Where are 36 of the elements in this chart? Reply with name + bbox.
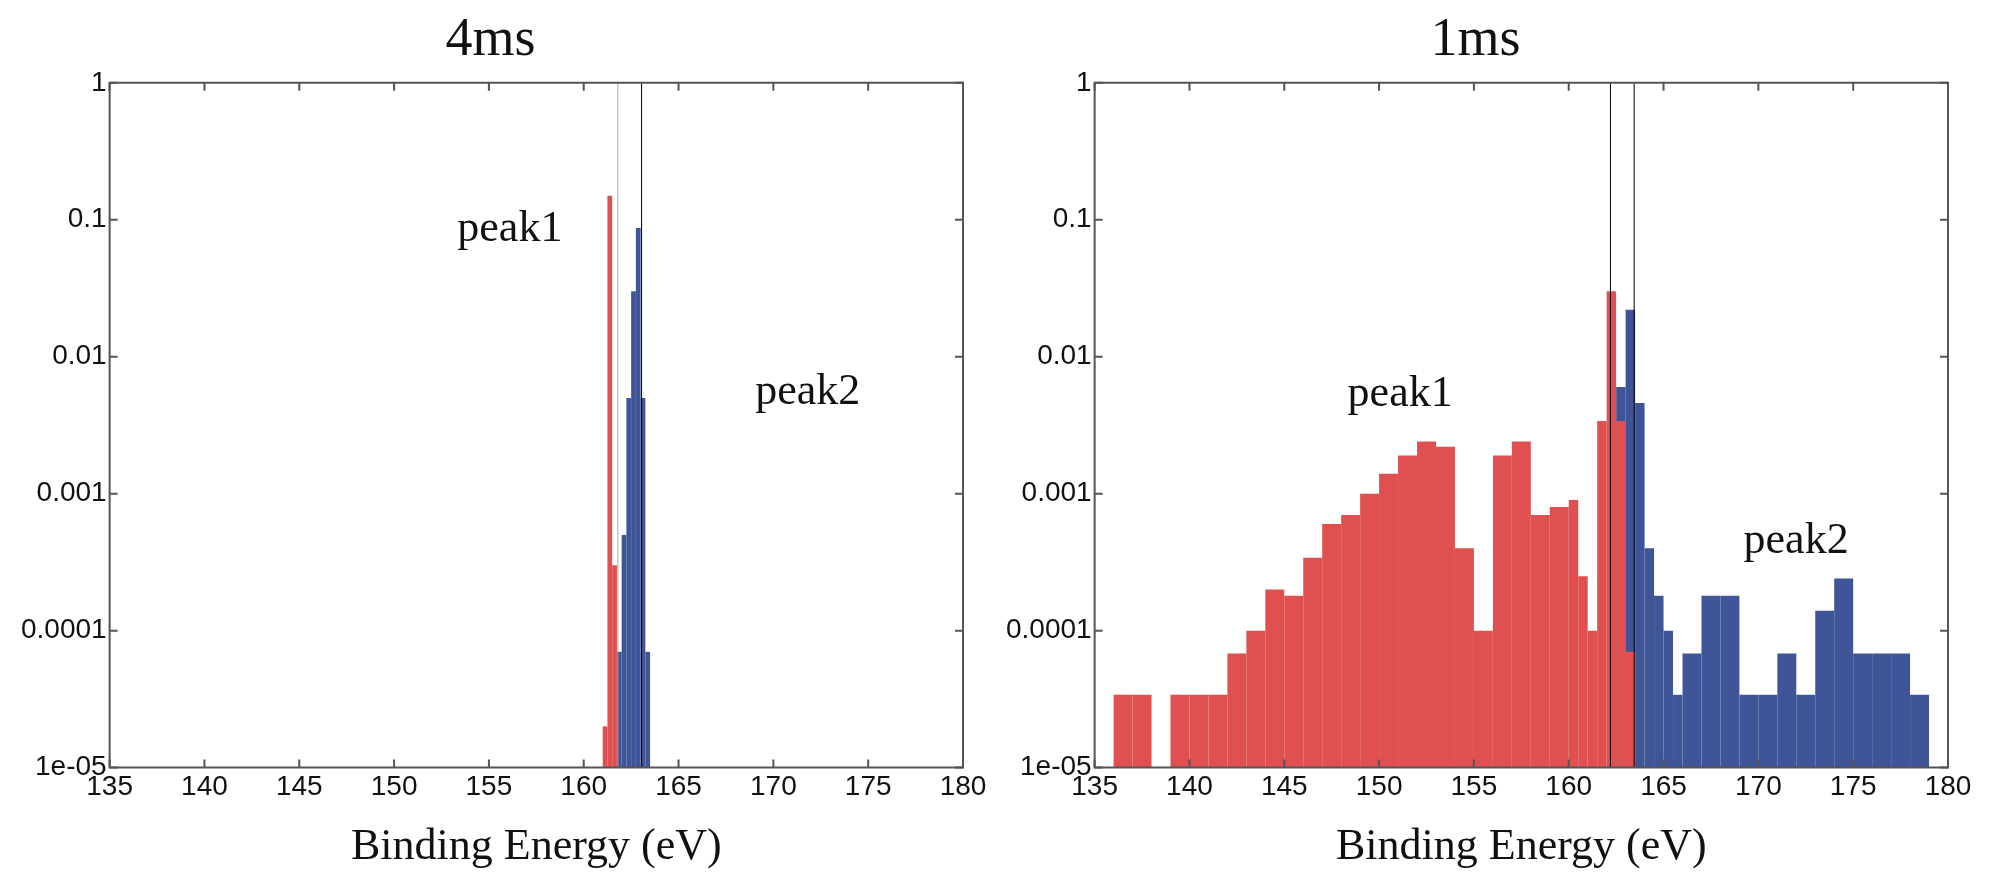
y-tick-label: 0.0001: [1006, 613, 1092, 645]
y-tick-label: 0.1: [67, 202, 107, 234]
x-tick-label: 180: [939, 770, 987, 802]
series-label: peak1: [457, 201, 563, 251]
text: peak2: [755, 364, 861, 414]
x-tick-label: 160: [560, 770, 608, 802]
x-tick-label: 165: [655, 770, 702, 802]
y-tick-label: 0.1: [1052, 202, 1092, 234]
y-tick-label: 0.001: [36, 476, 107, 508]
y-tick-label: 0.01: [1037, 339, 1092, 371]
x-tick-label: 175: [1829, 770, 1877, 802]
x-tick-label: 165: [1640, 770, 1687, 802]
x-tick-label: 145: [1260, 770, 1308, 802]
series-label: peak1: [1347, 366, 1453, 416]
y-tick-label: 1: [1076, 65, 1092, 97]
x-tick-label: 180: [1924, 770, 1972, 802]
chart-title: 1ms: [1430, 6, 1521, 67]
x-tick-label: 150: [370, 770, 418, 802]
x-tick-label: 145: [275, 770, 323, 802]
x-axis-title: Binding Energy (eV): [350, 820, 722, 870]
x-tick-label: 175: [844, 770, 892, 802]
series-label: peak2: [1743, 514, 1849, 564]
x-tick-label: 155: [465, 770, 513, 802]
x-tick-label: 140: [1166, 770, 1213, 802]
y-tick-label: 0.001: [1021, 476, 1092, 508]
x-axis-title: Binding Energy (eV): [1335, 820, 1707, 870]
x-tick-label: 170: [750, 770, 797, 802]
x-tick-label: 155: [1450, 770, 1498, 802]
y-tick-label: 0.0001: [21, 613, 107, 645]
y-tick-label: 0.01: [52, 339, 107, 371]
x-tick-label: 140: [181, 770, 228, 802]
chart-title: 4ms: [445, 6, 536, 67]
x-tick-label: 170: [1735, 770, 1782, 802]
x-tick-label: 150: [1355, 770, 1403, 802]
y-tick-label: 1: [91, 65, 107, 97]
x-tick-label: 160: [1545, 770, 1593, 802]
